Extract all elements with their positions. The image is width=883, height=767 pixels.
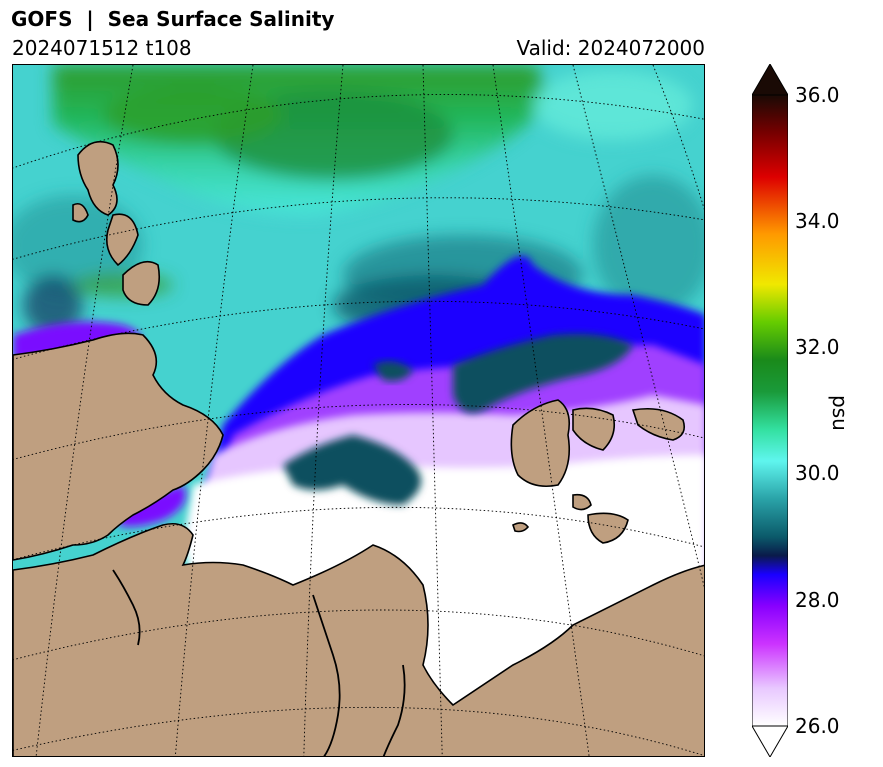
colorbar-unit-label: psu [828, 395, 852, 431]
colorbar-max-extend [752, 64, 788, 96]
colorbar-tick-26: 26.0 [795, 714, 840, 738]
colorbar-tick-28: 28.0 [795, 588, 840, 612]
colorbar-tick-30: 30.0 [795, 461, 840, 485]
north-high-salinity [13, 65, 704, 335]
salinity-map[interactable] [12, 64, 705, 757]
land-masses [13, 140, 704, 756]
colorbar-tick-34: 34.0 [795, 209, 840, 233]
plot-title: GOFS | Sea Surface Salinity [11, 7, 335, 31]
colorbar-tick-36: 36.0 [795, 83, 840, 107]
colorbar-gradient [752, 94, 788, 727]
graticule [13, 65, 704, 756]
colorbar [752, 64, 788, 757]
colorbar-min-extend [752, 725, 788, 757]
map-canvas [13, 65, 704, 756]
run-label: 2024071512 t108 [12, 36, 192, 60]
colorbar-tick-32: 32.0 [795, 335, 840, 359]
valid-label: Valid: 2024072000 [516, 36, 705, 60]
rivers [112, 569, 406, 756]
